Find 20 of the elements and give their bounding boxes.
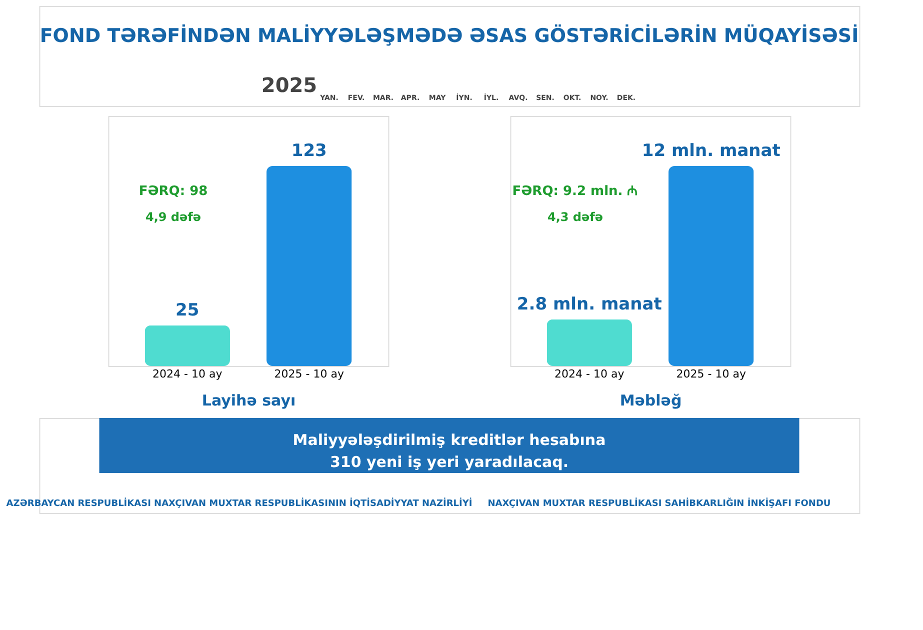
x-axis-title: Layihə sayı bbox=[202, 392, 296, 410]
data-label: 25 bbox=[176, 300, 200, 320]
text: FOND TƏRƏFİNDƏN MALİYYƏLƏŞMƏDƏ ƏSAS GÖSTƏRİCİLƏRİN MÜQAYİSƏSİ bbox=[40, 24, 859, 47]
data-label: 2.8 mln. manat bbox=[516, 294, 662, 314]
text: AZƏRBAYCAN RESPUBLİKASI NAXÇIVAN MUXTAR RESPUBLİKASININ İQTİSADİYYAT NAZİRLİYİ bbox=[6, 497, 472, 509]
text: 310 yeni iş yeri yaradılacaq. bbox=[330, 453, 569, 471]
annotation: 4,9 dəfə bbox=[145, 210, 202, 224]
text: 2025 bbox=[261, 73, 318, 97]
x-tick-label: 2024 - 10 ay bbox=[554, 368, 625, 380]
annotation: FƏRQ: 9.2 mln. ₼ bbox=[512, 184, 638, 199]
x-tick-label: 2025 - 10 ay bbox=[274, 368, 344, 380]
x-tick-label: 2025 - 10 ay bbox=[676, 368, 746, 380]
data-label: 123 bbox=[291, 141, 327, 161]
text: NAXÇIVAN MUXTAR RESPUBLİKASI SAHİBKARLIĞIN İNKİŞAFI FONDU bbox=[488, 497, 831, 509]
x-tick-label: 2024 - 10 ay bbox=[152, 368, 223, 380]
annotation: FƏRQ: 98 bbox=[138, 184, 208, 199]
annotation: 4,3 dəfə bbox=[547, 210, 604, 224]
data-label: 12 mln. manat bbox=[642, 141, 780, 161]
text: Maliyyələşdirilmiş kreditlər hesabına bbox=[292, 431, 606, 449]
x-axis-title: Məbləğ bbox=[620, 392, 682, 410]
